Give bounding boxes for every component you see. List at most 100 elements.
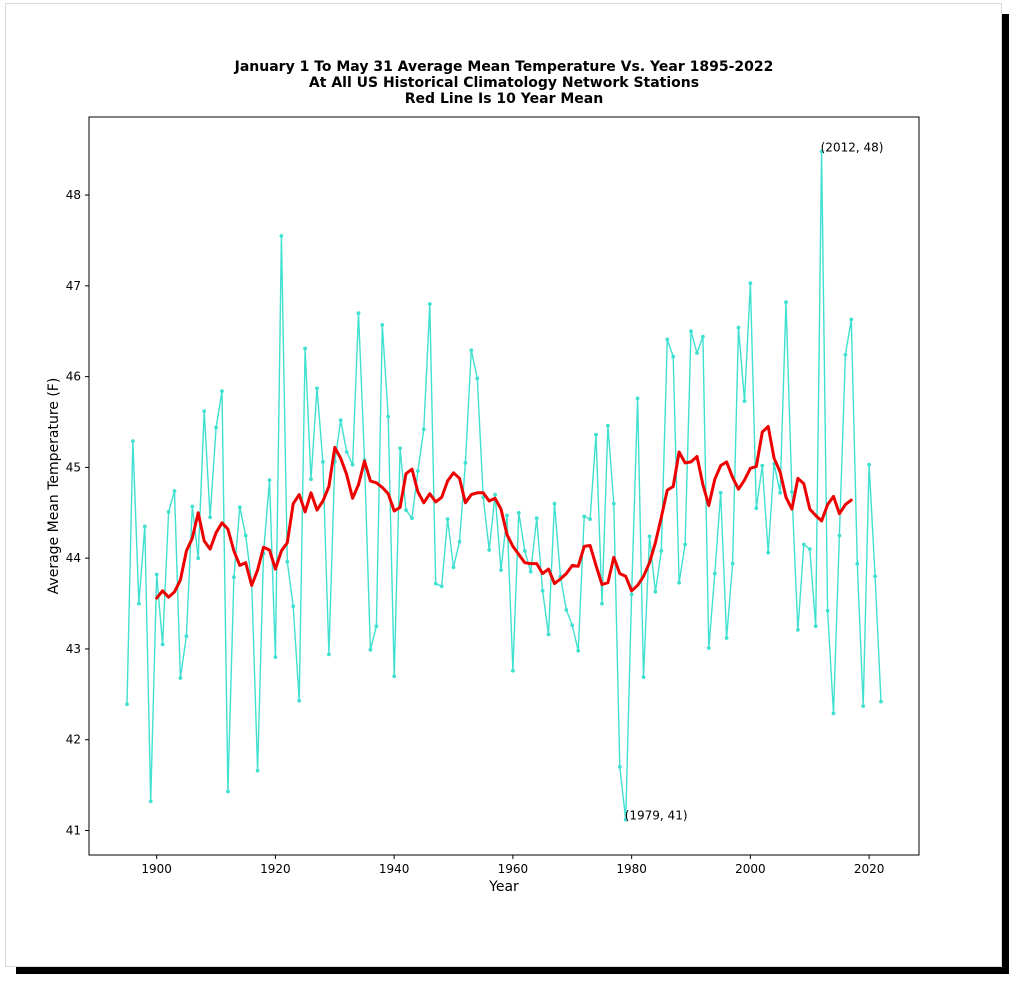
x-tick-label: 1920 [260, 862, 291, 876]
raw-data-point [813, 624, 818, 629]
raw-data-point [291, 604, 296, 609]
raw-data-point [303, 346, 307, 351]
raw-data-point [831, 711, 836, 716]
raw-data-point [784, 300, 788, 305]
chart-title: January 1 To May 31 Average Mean Tempera… [234, 59, 774, 75]
raw-data-point [867, 462, 871, 467]
y-ticks: 41 42 43 44 45 46 47 48 [66, 188, 89, 837]
raw-data-point [546, 632, 551, 637]
y-tick-label: 46 [66, 370, 81, 384]
raw-data-point [790, 490, 794, 494]
mean-series [155, 425, 853, 600]
raw-data-point [172, 489, 177, 493]
raw-data-point [178, 676, 183, 680]
raw-data-point [701, 334, 705, 339]
raw-data-point [220, 389, 224, 393]
raw-data-point [338, 418, 343, 423]
raw-data-point [237, 505, 242, 510]
raw-data-point [623, 817, 628, 822]
annotation-label: (1979, 41) [625, 809, 688, 823]
x-tick-label: 2000 [735, 862, 766, 876]
raw-series [125, 149, 883, 822]
raw-data-point [778, 490, 782, 495]
raw-data-point [594, 432, 598, 437]
raw-data-point [166, 510, 171, 514]
chart-subtitle: At All US Historical Climatology Network… [309, 75, 699, 91]
raw-data-point [202, 409, 207, 413]
raw-data-point [570, 623, 575, 628]
raw-data-point [487, 548, 492, 552]
raw-data-point [712, 571, 717, 576]
raw-data-point [849, 317, 854, 322]
raw-data-point [855, 561, 860, 566]
raw-data-point [617, 765, 622, 769]
raw-data-point [267, 478, 272, 482]
raw-data-point [522, 549, 527, 553]
raw-data-point [421, 427, 426, 432]
raw-data-point [807, 547, 812, 551]
y-tick-label: 42 [66, 733, 81, 747]
raw-data-point [742, 399, 747, 403]
raw-data-point [279, 234, 284, 238]
raw-data-point [398, 446, 402, 451]
y-tick-label: 47 [66, 279, 81, 293]
x-tick-label: 1960 [498, 862, 529, 876]
raw-data-point [433, 581, 438, 586]
x-tick-label: 2020 [854, 862, 885, 876]
raw-data-point [511, 668, 515, 673]
raw-data-point [439, 584, 444, 589]
raw-data-point [321, 460, 325, 464]
raw-data-point [505, 513, 509, 518]
raw-data-point [273, 655, 278, 659]
raw-data-point [380, 323, 385, 327]
raw-data-point [142, 524, 147, 529]
raw-data-point [718, 490, 723, 495]
raw-data-point [843, 352, 848, 357]
raw-data-point [576, 648, 581, 653]
x-tick-label: 1940 [379, 862, 410, 876]
raw-data-point [196, 556, 201, 561]
raw-data-point [689, 329, 693, 334]
raw-data-point [528, 569, 533, 574]
annotations: (2012, 48) (1979, 41) [625, 140, 884, 822]
raw-data-point [208, 515, 213, 520]
raw-data-point [629, 592, 634, 597]
raw-data-point [309, 477, 313, 482]
x-axis-label: Year [488, 879, 519, 895]
raw-data-point [552, 501, 557, 506]
raw-data-point [801, 542, 806, 547]
y-tick-label: 41 [66, 823, 81, 837]
raw-data-point [493, 492, 497, 497]
raw-data-point [606, 423, 610, 428]
raw-data-point [516, 510, 521, 515]
x-tick-label: 1980 [616, 862, 647, 876]
x-tick-label: 1900 [141, 862, 172, 876]
raw-data-point [611, 501, 616, 506]
raw-data-point [137, 601, 141, 606]
raw-data-point [819, 149, 824, 154]
raw-data-point [315, 386, 319, 391]
figure-frame [5, 3, 1002, 967]
raw-data-point [499, 568, 503, 572]
raw-data-point [125, 702, 129, 707]
raw-data-point [659, 549, 664, 553]
raw-data-point [736, 325, 741, 330]
raw-data-point [297, 698, 302, 703]
raw-data-point [796, 628, 800, 632]
y-tick-label: 43 [66, 642, 81, 656]
raw-data-point [404, 508, 408, 512]
x-ticks: 1900 1920 1940 1960 1980 2000 2020 [141, 855, 884, 876]
raw-data-point [766, 550, 771, 555]
raw-data-point [184, 634, 189, 639]
chart-subtitle-2: Red Line Is 10 Year Mean [405, 91, 603, 107]
raw-data-point [427, 302, 432, 306]
raw-data-point [232, 575, 236, 580]
raw-data-point [327, 652, 331, 657]
raw-data-point [641, 675, 646, 679]
raw-data-point [226, 789, 230, 794]
raw-data-point [356, 311, 361, 315]
raw-data-point [647, 534, 652, 539]
annotation-label: (2012, 48) [821, 140, 884, 154]
raw-data-point [451, 565, 456, 570]
